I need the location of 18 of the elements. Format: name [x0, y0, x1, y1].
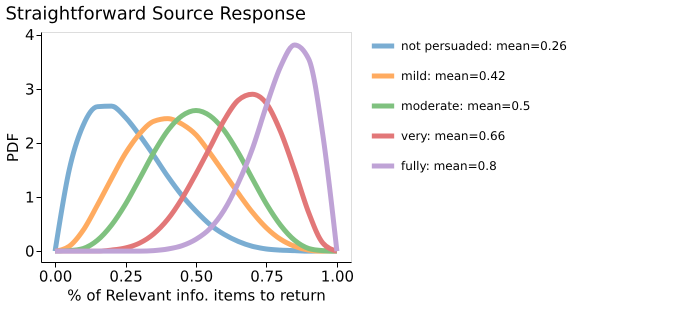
y-tick-label: 4: [24, 26, 34, 44]
x-axis-title: % of Relevant info. items to return: [67, 286, 326, 304]
y-tick-label: 0: [24, 242, 34, 261]
y-tick-label: 1: [24, 188, 34, 207]
x-tick-label: 0.00: [38, 268, 72, 286]
x-tick-label: 0.50: [180, 268, 214, 286]
legend-label: very: mean=0.66: [401, 129, 506, 143]
legend-label: not persuaded: mean=0.26: [401, 39, 567, 53]
legend-label: mild: mean=0.42: [401, 69, 506, 83]
y-axis-title: PDF: [4, 132, 22, 162]
chart-title: Straightforward Source Response: [5, 4, 306, 25]
x-tick-label: 0.25: [109, 268, 143, 286]
x-tick-label: 0.75: [250, 268, 284, 286]
legend-label: fully: mean=0.8: [401, 159, 497, 173]
y-tick-label: 3: [24, 80, 34, 98]
legend-label: moderate: mean=0.5: [401, 99, 530, 113]
x-tick-label: 1.00: [320, 268, 354, 286]
y-tick-label: 2: [24, 134, 34, 152]
